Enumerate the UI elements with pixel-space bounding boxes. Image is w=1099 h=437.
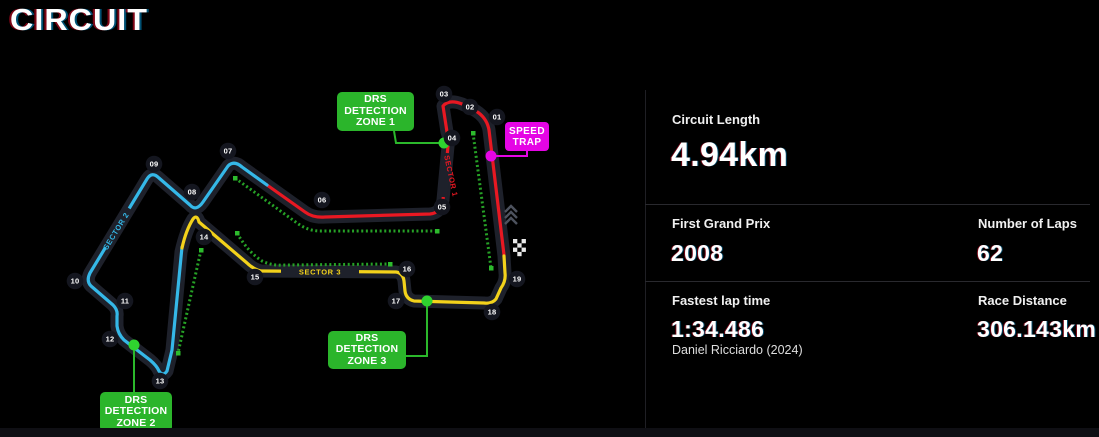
number-of-laps-value: 62: [977, 240, 1004, 266]
drs1-detection-dot: [438, 137, 450, 149]
svg-text:05: 05: [438, 203, 447, 212]
turn-marker: 03: [435, 85, 453, 103]
fastest-lap-holder: Daniel Ricciardo (2024): [672, 343, 803, 357]
sector1-label: SECTOR 1: [442, 154, 460, 197]
svg-text:09: 09: [150, 160, 159, 169]
drs3-connector: [406, 301, 428, 357]
svg-text:04: 04: [448, 134, 457, 143]
turn-marker: 06: [313, 191, 331, 209]
turn-marker: 05: [433, 198, 451, 216]
stats-panel-divider: [645, 90, 646, 428]
stats-row-divider: [645, 281, 1090, 282]
turn-marker: 13: [151, 372, 169, 390]
fastest-lap-value: 1:34.486: [671, 316, 765, 342]
circuit-length-label: Circuit Length: [672, 112, 761, 127]
svg-text:12: 12: [106, 335, 115, 344]
first-grand-prix-label: First Grand Prix: [672, 216, 771, 231]
sector2-label: SECTOR 2: [101, 211, 131, 252]
number-of-laps-label: Number of Laps: [978, 216, 1077, 231]
svg-text:11: 11: [121, 297, 129, 306]
svg-text:01: 01: [493, 113, 502, 122]
drs-detection-zone3-label: DRS DETECTION ZONE 3: [328, 331, 406, 369]
svg-text:15: 15: [251, 273, 260, 282]
sector3-label: SECTOR 3: [299, 268, 341, 277]
drs-zone-dotted-line: [471, 132, 493, 269]
turn-marker: 11: [116, 292, 134, 310]
race-direction-chevrons-icon: [504, 204, 518, 225]
svg-text:03: 03: [440, 90, 449, 99]
drs-zone-dotted-line: [176, 249, 203, 354]
first-grand-prix-value: 2008: [671, 240, 724, 266]
turn-marker: 04: [443, 129, 461, 147]
race-distance-label: Race Distance: [978, 293, 1067, 308]
drs1-connector: [393, 130, 440, 144]
turn-marker: 14: [195, 228, 213, 246]
turn-marker: 08: [183, 183, 201, 201]
svg-text:16: 16: [403, 265, 412, 274]
drs-zone-dotted-line: [234, 176, 437, 233]
drs2-detection-dot: [128, 339, 140, 351]
sector3-line: [180, 215, 507, 305]
svg-text:08: 08: [188, 188, 197, 197]
svg-text:14: 14: [200, 233, 209, 242]
svg-text:06: 06: [318, 196, 327, 205]
drs-zone-endpoints: [176, 131, 494, 356]
speed-trap-label: SPEED TRAP: [505, 122, 549, 151]
turn-marker: 02: [461, 98, 479, 116]
turn-marker: 19: [508, 270, 526, 288]
drs-detection-zone1-label: DRS DETECTION ZONE 1: [337, 92, 414, 131]
fastest-lap-label: Fastest lap time: [672, 293, 771, 308]
turn-marker: 07: [219, 142, 237, 160]
race-distance-value: 306.143km: [977, 316, 1097, 342]
svg-text:10: 10: [71, 277, 80, 286]
circuit-length-value: 4.94km: [671, 136, 789, 174]
sector2-line: [86, 161, 269, 376]
drs-detection-zone2-label: DRS DETECTION ZONE 2: [100, 392, 172, 432]
turn-marker: 15: [246, 268, 264, 286]
turn-marker: 16: [398, 260, 416, 278]
bottom-bar: [0, 428, 1099, 437]
turn-marker: 12: [101, 330, 119, 348]
sector1-label-gap: [438, 152, 451, 198]
svg-text:13: 13: [156, 377, 165, 386]
drs-zone-dotted-line: [235, 232, 391, 267]
track-outline: [81, 95, 512, 381]
finish-line-flag-icon: [513, 239, 526, 257]
svg-text:18: 18: [488, 308, 497, 317]
page-title: CIRCUIT: [10, 2, 149, 37]
svg-text:19: 19: [513, 275, 522, 284]
turn-marker: 09: [145, 155, 163, 173]
svg-text:07: 07: [224, 147, 233, 156]
stats-row-divider: [645, 204, 1090, 205]
drs3-detection-dot: [421, 295, 433, 307]
turn-marker: 17: [387, 292, 405, 310]
sector2-label-gap: [102, 206, 134, 251]
speed-trap-dot: [485, 150, 497, 162]
svg-text:02: 02: [466, 103, 475, 112]
turn-marker: 01: [488, 108, 506, 126]
turn-marker: 10: [66, 272, 84, 290]
svg-text:17: 17: [392, 297, 401, 306]
turn-marker: 18: [483, 303, 501, 321]
